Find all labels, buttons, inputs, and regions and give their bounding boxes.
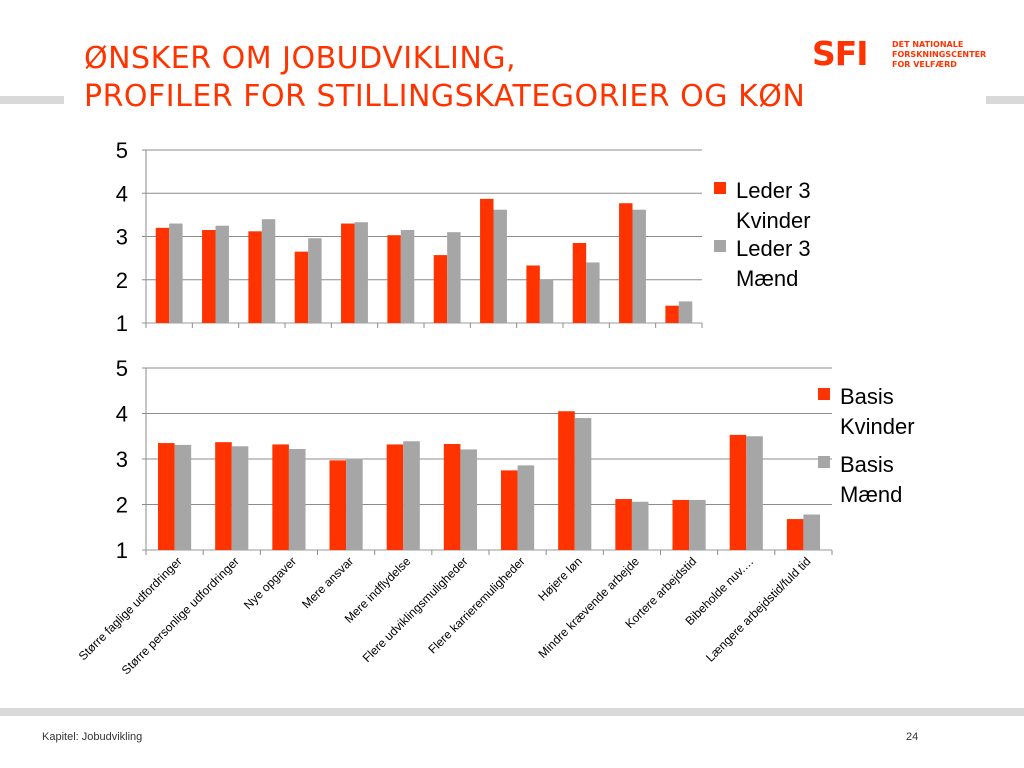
logo-text-line3: FOR VELFÆRD (892, 60, 957, 69)
bar (248, 231, 262, 323)
bar (155, 227, 170, 323)
bar (387, 235, 401, 323)
bar (586, 262, 600, 323)
bar (215, 225, 229, 323)
left-decorative-bar (0, 96, 64, 104)
bar (539, 279, 554, 323)
bar (174, 444, 192, 550)
x-tick-label: Længere arbejdstid/fuld tid (703, 554, 813, 664)
bar (619, 203, 633, 323)
y-tick-label: 1 (116, 311, 128, 336)
footer-chapter: Kapitel: Jobudvikling (42, 731, 143, 743)
y-tick-label: 2 (116, 268, 128, 293)
bar (329, 460, 347, 550)
bar (261, 219, 276, 323)
slide-title-line1: ØNSKER OM JOBUDVIKLING, (84, 41, 517, 76)
bar (386, 444, 404, 550)
x-tick-label: Mere ansvar (299, 554, 356, 611)
bar (231, 446, 249, 550)
bar (665, 305, 679, 323)
bar (346, 458, 363, 550)
bar (341, 223, 355, 323)
bar (403, 441, 420, 550)
bar (803, 514, 820, 550)
y-tick-label: 3 (116, 447, 128, 472)
legend-label: Leder 3 (736, 236, 811, 261)
bar (493, 209, 507, 323)
right-decorative-bar (986, 96, 1024, 104)
bar (678, 301, 693, 323)
bar (447, 232, 461, 323)
x-tick-label: Flere karrieremuligheder (425, 554, 527, 656)
y-tick-label: 4 (116, 402, 128, 427)
bar (746, 436, 763, 550)
x-tick-label: Større personlige udfordringer (119, 554, 242, 677)
y-tick-label: 5 (116, 138, 128, 163)
logo-text-line2: FORSKNINGSCENTER (892, 50, 987, 59)
y-tick-label: 5 (116, 356, 128, 381)
legend-swatch (714, 182, 726, 194)
legend-label: Kvinder (736, 208, 811, 233)
x-tick-label: Større faglige udfordringer (76, 554, 185, 663)
page-number: 24 (906, 731, 919, 743)
legend-swatch (818, 388, 830, 400)
bar (786, 519, 804, 550)
legend-label: Mænd (736, 266, 798, 291)
legend-label: Basis (840, 452, 894, 477)
bar (558, 411, 575, 550)
bar (215, 442, 232, 550)
bar (433, 255, 448, 323)
y-tick-label: 3 (116, 225, 128, 250)
bar (517, 465, 535, 550)
logo-text: DET NATIONALE FORSKNINGSCENTER FOR VELFÆ… (892, 40, 986, 70)
bar (294, 251, 309, 323)
bar (169, 223, 183, 323)
y-tick-label: 1 (116, 538, 128, 563)
bar (572, 242, 587, 323)
legend-label: Basis (840, 384, 894, 409)
bar (460, 449, 477, 550)
legend-swatch (818, 456, 830, 468)
bar (729, 434, 747, 550)
bar (354, 222, 368, 323)
slide-title: ØNSKER OM JOBUDVIKLING, PROFILER FOR STI… (84, 40, 805, 116)
x-tick-label: Nye opgaver (241, 554, 299, 612)
legend-swatch (714, 240, 726, 252)
bar (308, 238, 322, 323)
bar (631, 501, 649, 550)
legend-label: Leder 3 (736, 178, 811, 203)
legend-label: Kvinder (840, 414, 915, 439)
bar (202, 230, 216, 323)
bar (272, 444, 289, 550)
y-tick-label: 4 (116, 181, 128, 206)
bar (689, 499, 706, 550)
bar (632, 209, 646, 323)
slide-title-line2: PROFILER FOR STILLINGSKATEGORIER OG KØN (84, 79, 806, 114)
x-tick-label: Mindre krævende arbejde (535, 554, 642, 661)
bar (574, 418, 592, 550)
bar (501, 470, 518, 550)
bar (443, 443, 461, 550)
logo-mark: SFI (812, 34, 869, 73)
bar (672, 499, 690, 550)
bar (158, 443, 175, 550)
legend-label: Mænd (840, 482, 902, 507)
y-tick-label: 2 (116, 493, 128, 518)
bottom-decorative-bar (0, 708, 1024, 716)
bar (615, 499, 632, 550)
sfi-logo: SFI DET NATIONALE FORSKNINGSCENTER FOR V… (812, 36, 992, 76)
x-tick-label: Flere udviklingsmuligheder (360, 554, 471, 665)
bar (400, 230, 415, 323)
bar (288, 448, 306, 550)
bar (526, 265, 540, 323)
logo-text-line1: DET NATIONALE (892, 40, 964, 49)
x-tick-label: Højere løn (535, 554, 585, 604)
bar (480, 198, 494, 323)
